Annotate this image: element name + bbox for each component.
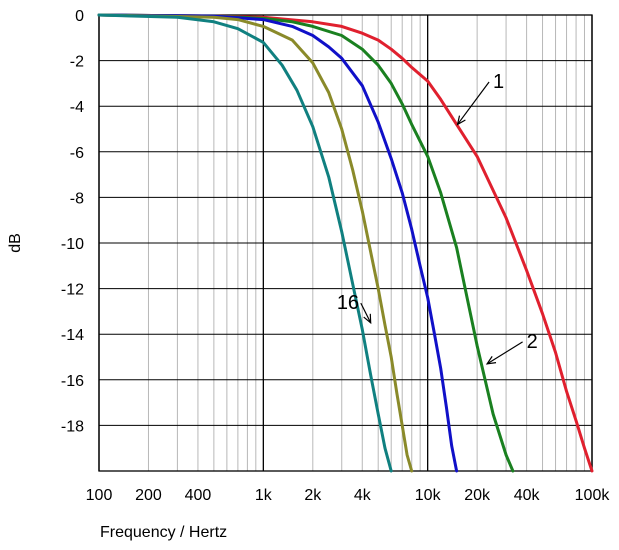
- x-tick-label: 10k: [415, 487, 442, 504]
- annotation-arrowhead: [485, 356, 497, 365]
- series-line-3: [97, 13, 459, 473]
- plot-frame: [98, 14, 593, 472]
- y-tick-label: -10: [61, 236, 84, 253]
- y-tick-label: -8: [70, 190, 84, 207]
- annotation-label: 2: [527, 331, 538, 353]
- x-axis-label: Frequency / Hertz: [100, 524, 227, 541]
- annotation-arrow: [360, 302, 372, 324]
- y-tick-label: 0: [75, 8, 84, 25]
- annotation-arrowhead: [456, 115, 466, 126]
- x-tick-label: 400: [185, 487, 212, 504]
- y-tick-label: -18: [61, 418, 84, 435]
- y-tick-label: -2: [70, 54, 84, 71]
- series-line-4: [97, 13, 414, 473]
- y-tick-label: -14: [61, 327, 84, 344]
- chart-grid: [98, 14, 593, 472]
- y-tick-label: -6: [70, 145, 84, 162]
- x-tick-label: 2k: [304, 487, 322, 504]
- annotation-arrow: [457, 81, 490, 125]
- x-tick-label: 40k: [514, 487, 541, 504]
- chart-curves: [97, 13, 594, 473]
- x-tick-label: 1k: [255, 487, 273, 504]
- annotation-label: 1: [493, 71, 504, 93]
- annotation-arrowhead: [363, 313, 372, 325]
- y-tick-label: -16: [61, 373, 84, 390]
- x-tick-label: 200: [135, 487, 162, 504]
- x-tick-label: 100k: [575, 487, 611, 504]
- y-axis-label: dB: [7, 233, 24, 253]
- series-line-2: [97, 13, 515, 473]
- x-tick-label: 4k: [354, 487, 372, 504]
- chart-annotations: 1 2 16: [337, 71, 538, 365]
- x-tick-label: 20k: [464, 487, 491, 504]
- y-tick-label: -4: [70, 99, 84, 116]
- annotation-arrow: [486, 341, 523, 365]
- chart-ticks: 100 200 400 1k 2k 4k 10k 20k 40k 100k 0 -2 -4 -6 -8 -10…: [61, 8, 610, 504]
- series-line-5: [97, 13, 393, 473]
- y-tick-label: -12: [61, 282, 84, 299]
- annotation-label: 16: [337, 292, 359, 314]
- x-tick-label: 100: [86, 487, 113, 504]
- series-line-1: [97, 13, 594, 473]
